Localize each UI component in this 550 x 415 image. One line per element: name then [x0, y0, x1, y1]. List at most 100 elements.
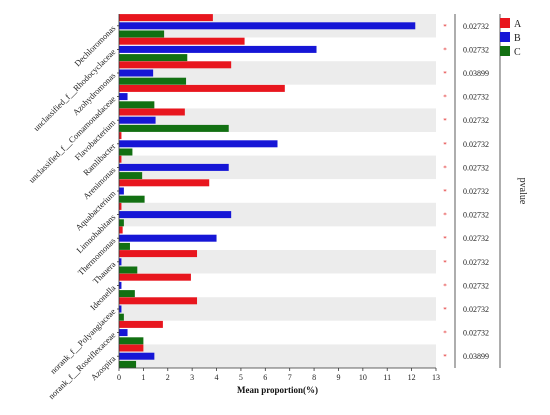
x-tick-label: 8: [312, 373, 316, 382]
row-stripes: [119, 14, 436, 368]
bar-a: [119, 132, 122, 140]
x-tick-label: 6: [263, 373, 267, 382]
bar-b: [119, 352, 155, 360]
bar-a: [119, 320, 163, 328]
legend-label-c: C: [514, 47, 521, 58]
significance-star: *: [443, 94, 447, 102]
significance-star: *: [443, 117, 447, 125]
significance-star: *: [443, 306, 447, 314]
x-tick-label: 5: [239, 373, 243, 382]
bar-a: [119, 344, 144, 352]
pvalue-label: 0.02732: [463, 93, 489, 102]
x-tick-label: 9: [336, 373, 340, 382]
bar-b: [119, 234, 217, 242]
pvalue-label: 0.03899: [463, 352, 489, 361]
category-labels: Dechloromonasunclassified_f__Rhodocyclac…: [27, 23, 119, 401]
bar-b: [119, 140, 278, 148]
bar-c: [119, 101, 155, 109]
pvalue-label: 0.02732: [463, 163, 489, 172]
bar-a: [119, 14, 213, 22]
pvalue-label: 0.02732: [463, 281, 489, 290]
bar-a: [119, 297, 198, 305]
significance-star: *: [443, 353, 447, 361]
bar-a: [119, 37, 245, 45]
x-tick-label: 10: [359, 373, 367, 382]
x-tick-label: 4: [215, 373, 219, 382]
bar-a: [119, 179, 210, 187]
pvalue-label: 0.02732: [463, 116, 489, 125]
x-tick-label: 7: [288, 373, 292, 382]
x-axis-title: Mean proportion(%): [237, 385, 318, 395]
legend-label-b: B: [514, 33, 521, 44]
pvalue-label: 0.02732: [463, 258, 489, 267]
bar-c: [119, 290, 135, 298]
category-label: Ideonella: [88, 283, 118, 313]
bar-b: [119, 281, 122, 289]
pvalue-label: 0.02732: [463, 329, 489, 338]
x-tick-label: 3: [190, 373, 194, 382]
x-tick-label: 11: [383, 373, 391, 382]
pvalue-label: 0.02732: [463, 234, 489, 243]
significance-star: *: [443, 259, 447, 267]
pvalue-label: 0.02732: [463, 211, 489, 220]
bar-b: [119, 187, 124, 195]
significance-star: *: [443, 23, 447, 31]
x-tick-label: 0: [117, 373, 121, 382]
bar-b: [119, 258, 122, 266]
bar-a: [119, 273, 191, 281]
bar-b: [119, 69, 154, 77]
row-stripe: [119, 226, 436, 250]
pvalue-label: 0.02732: [463, 45, 489, 54]
pvalue-label: 0.03899: [463, 69, 489, 78]
significance-star: *: [443, 141, 447, 149]
pvalue-label: 0.02732: [463, 22, 489, 31]
pvalue-label: 0.02732: [463, 140, 489, 149]
bar-c: [119, 219, 124, 227]
significance-star: *: [443, 282, 447, 290]
legend-label-a: A: [514, 19, 522, 30]
bar-c: [119, 30, 165, 38]
bar-c: [119, 313, 124, 321]
bar-b: [119, 45, 317, 53]
bar-c: [119, 266, 138, 274]
pvalue-label: 0.02732: [463, 305, 489, 314]
bar-a: [119, 226, 123, 234]
significance-column: * 0.02732 * 0.02732 * 0.03899 * 0.02732 * 0.02732…: [443, 14, 501, 368]
bar-c: [119, 77, 187, 85]
x-tick-label: 1: [141, 373, 145, 382]
x-tick-label: 13: [432, 373, 440, 382]
bar-b: [119, 211, 232, 219]
bar-c: [119, 148, 133, 156]
significance-star: *: [443, 212, 447, 220]
bar-a: [119, 108, 185, 116]
legend-swatch-a: [500, 18, 510, 28]
bar-a: [119, 202, 122, 210]
bar-b: [119, 22, 416, 30]
significance-star: *: [443, 70, 447, 78]
significance-star: *: [443, 235, 447, 243]
bar-a: [119, 250, 198, 258]
row-stripe: [119, 297, 436, 321]
significance-star: *: [443, 46, 447, 54]
row-stripe: [119, 250, 436, 274]
bar-c: [119, 360, 137, 368]
row-stripe: [119, 273, 436, 298]
bar-b: [119, 329, 128, 337]
significance-star: *: [443, 188, 447, 196]
significance-star: *: [443, 164, 447, 172]
row-stripe: [119, 344, 436, 368]
bar-b: [119, 93, 128, 101]
bar-a: [119, 155, 122, 163]
bar-c: [119, 337, 144, 345]
bar-a: [119, 84, 285, 92]
bar-a: [119, 61, 232, 69]
x-tick-label: 2: [166, 373, 170, 382]
pvalue-label: 0.02732: [463, 187, 489, 196]
bar-b: [119, 305, 122, 313]
bar-c: [119, 172, 143, 180]
legend-swatch-b: [500, 32, 510, 42]
bar-b: [119, 163, 229, 171]
x-tick-label: 12: [408, 373, 416, 382]
